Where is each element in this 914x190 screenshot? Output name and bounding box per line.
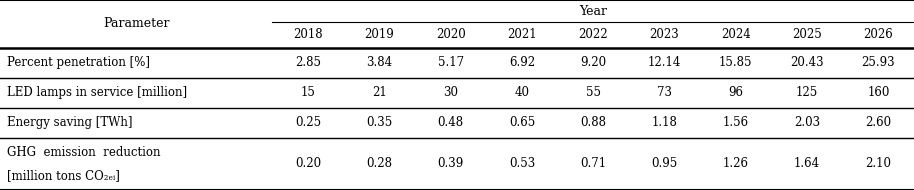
Text: 0.25: 0.25 bbox=[295, 116, 321, 129]
Text: 0.35: 0.35 bbox=[367, 116, 392, 129]
Text: 21: 21 bbox=[372, 86, 387, 99]
Text: 6.92: 6.92 bbox=[509, 56, 535, 69]
Text: Percent penetration [%]: Percent penetration [%] bbox=[7, 56, 150, 69]
Text: 0.28: 0.28 bbox=[367, 157, 392, 170]
Text: 2021: 2021 bbox=[507, 28, 537, 41]
Text: 55: 55 bbox=[586, 86, 600, 99]
Text: 2.60: 2.60 bbox=[866, 116, 891, 129]
Text: 2.10: 2.10 bbox=[866, 157, 891, 170]
Text: 160: 160 bbox=[867, 86, 889, 99]
Text: 73: 73 bbox=[657, 86, 672, 99]
Text: 2022: 2022 bbox=[579, 28, 608, 41]
Text: 3.84: 3.84 bbox=[367, 56, 392, 69]
Text: 0.88: 0.88 bbox=[580, 116, 606, 129]
Text: 40: 40 bbox=[515, 86, 529, 99]
Text: GHG  emission  reduction: GHG emission reduction bbox=[7, 146, 161, 159]
Text: 0.65: 0.65 bbox=[509, 116, 535, 129]
Text: 2.03: 2.03 bbox=[794, 116, 820, 129]
Text: [million tons CO₂ₑᵢ]: [million tons CO₂ₑᵢ] bbox=[7, 169, 120, 182]
Text: 1.56: 1.56 bbox=[723, 116, 749, 129]
Text: 96: 96 bbox=[728, 86, 743, 99]
Text: 5.17: 5.17 bbox=[438, 56, 463, 69]
Text: 9.20: 9.20 bbox=[580, 56, 606, 69]
Text: 2024: 2024 bbox=[721, 28, 750, 41]
Text: Energy saving [TWh]: Energy saving [TWh] bbox=[7, 116, 133, 129]
Text: 1.26: 1.26 bbox=[723, 157, 749, 170]
Text: 0.95: 0.95 bbox=[652, 157, 677, 170]
Text: 12.14: 12.14 bbox=[648, 56, 681, 69]
Text: 2018: 2018 bbox=[293, 28, 323, 41]
Text: 1.18: 1.18 bbox=[652, 116, 677, 129]
Text: 0.20: 0.20 bbox=[295, 157, 321, 170]
Text: 20.43: 20.43 bbox=[791, 56, 824, 69]
Text: 2019: 2019 bbox=[365, 28, 394, 41]
Text: 2.85: 2.85 bbox=[295, 56, 321, 69]
Text: 0.71: 0.71 bbox=[580, 157, 606, 170]
Text: 0.39: 0.39 bbox=[438, 157, 463, 170]
Text: 30: 30 bbox=[443, 86, 458, 99]
Text: 0.48: 0.48 bbox=[438, 116, 463, 129]
Text: 2026: 2026 bbox=[864, 28, 893, 41]
Text: Parameter: Parameter bbox=[103, 17, 169, 30]
Text: Year: Year bbox=[579, 5, 607, 18]
Text: 2020: 2020 bbox=[436, 28, 465, 41]
Text: 125: 125 bbox=[796, 86, 818, 99]
Text: 25.93: 25.93 bbox=[862, 56, 895, 69]
Text: 15: 15 bbox=[301, 86, 315, 99]
Text: LED lamps in service [million]: LED lamps in service [million] bbox=[7, 86, 187, 99]
Text: 2023: 2023 bbox=[650, 28, 679, 41]
Text: 0.53: 0.53 bbox=[509, 157, 535, 170]
Text: 2025: 2025 bbox=[792, 28, 822, 41]
Text: 1.64: 1.64 bbox=[794, 157, 820, 170]
Text: 15.85: 15.85 bbox=[719, 56, 752, 69]
